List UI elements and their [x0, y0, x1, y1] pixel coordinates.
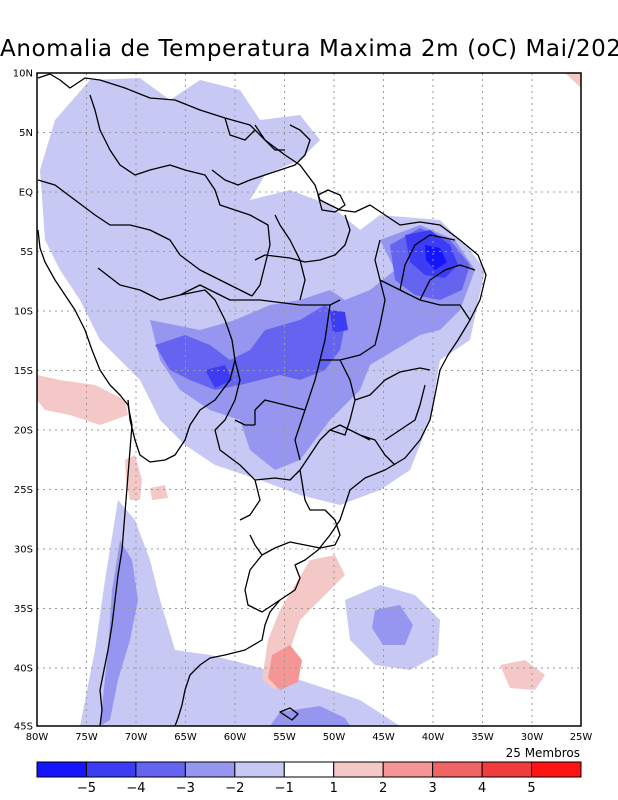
lat-label: 10S [14, 307, 33, 318]
color-legend: −5 −4 −3 −2 −1 1 2 3 4 5 [36, 761, 582, 796]
legend-tick-label: −2 [225, 781, 244, 796]
lat-label: 30S [14, 545, 33, 556]
lon-label: 75W [75, 732, 98, 743]
legend-tick-label: 5 [527, 781, 535, 796]
anomaly-area-warm-east [500, 660, 545, 690]
legend-swatch [283, 761, 335, 778]
lat-label: 10N [13, 69, 33, 80]
lon-label: 30W [521, 732, 544, 743]
lat-lon-grid [37, 73, 581, 726]
lat-label: 5S [20, 247, 33, 258]
lat-label: 45S [14, 722, 33, 733]
lon-label: 65W [174, 732, 197, 743]
map-frame [36, 72, 582, 727]
legend-swatch [333, 761, 384, 778]
lon-label: 60W [224, 732, 247, 743]
lon-label: 25W [570, 732, 593, 743]
legend-swatch [382, 761, 434, 778]
legend-tick-labels: −5 −4 −3 −2 −1 1 2 3 4 5 [77, 781, 536, 796]
latitude-axis: 10N 5N EQ 5S 10S 15S 20S 25S 30S 35S 40S… [13, 69, 33, 733]
legend-tick-label: 1 [330, 781, 338, 796]
lon-label: 40W [422, 732, 445, 743]
legend-tick-label: −3 [176, 781, 195, 796]
legend-tick-label: −1 [275, 781, 294, 796]
legend-swatches [36, 761, 582, 778]
lat-label: 15S [14, 366, 33, 377]
lon-label: 80W [26, 732, 49, 743]
legend-swatch [481, 761, 533, 778]
lon-label: 35W [471, 732, 494, 743]
anomaly-area-cool-core [205, 230, 458, 388]
anomaly-area-warm-andes [125, 455, 168, 500]
lon-label: 45W [372, 732, 395, 743]
lat-label: 35S [14, 604, 33, 615]
legend-swatch [184, 761, 236, 778]
legend-tick-label: −4 [126, 781, 145, 796]
legend-swatch [531, 761, 582, 778]
lon-label: 50W [323, 732, 346, 743]
lat-label: 25S [14, 485, 33, 496]
ensemble-members-label: 25 Membros [505, 746, 580, 760]
legend-swatch [85, 761, 137, 778]
lat-label: EQ [19, 188, 33, 199]
lon-label: 70W [125, 732, 148, 743]
legend-tick-label: 2 [379, 781, 387, 796]
anomaly-area-patagonia [80, 500, 400, 726]
lon-label: 55W [273, 732, 296, 743]
legend-tick-label: 3 [428, 781, 436, 796]
legend-tick-label: 4 [478, 781, 486, 796]
anomaly-area-cool-light [40, 78, 485, 505]
coastline-borders [37, 73, 487, 726]
anomaly-area-ocean-cool-core [372, 605, 413, 645]
legend-swatch [234, 761, 285, 778]
legend-swatch [135, 761, 186, 778]
legend-tick-label: −5 [77, 781, 96, 796]
anomaly-area-patagonia-medium [100, 540, 350, 726]
lat-label: 40S [14, 664, 33, 675]
country-borders [37, 94, 476, 613]
longitude-axis: 80W 75W 70W 65W 60W 55W 50W 45W 40W 35W … [26, 732, 593, 743]
legend-swatch [36, 761, 87, 778]
map-title: Anomalia de Temperatura Maxima 2m (oC) M… [0, 36, 618, 62]
lat-label: 5N [19, 128, 33, 139]
anomaly-area-warm-corner [565, 73, 581, 88]
island-marajo [317, 189, 346, 213]
legend-swatch [432, 761, 483, 778]
anomaly-area-warm-pacific [37, 375, 128, 425]
anomaly-area-cool-extreme [425, 245, 447, 270]
island-falklands [279, 707, 299, 721]
lat-label: 20S [14, 426, 33, 437]
